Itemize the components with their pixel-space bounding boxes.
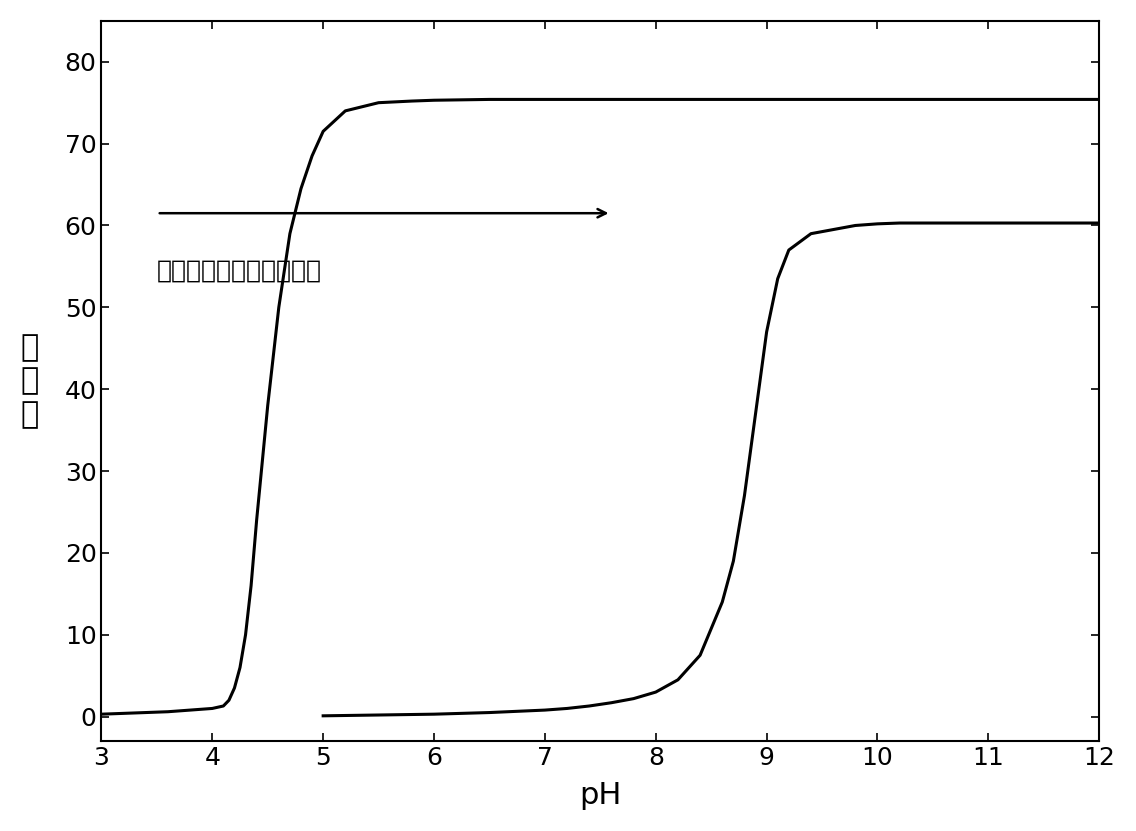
X-axis label: pH: pH: [579, 781, 621, 810]
Text: 离子单体与模板比例增加: 离子单体与模板比例增加: [157, 258, 321, 283]
Y-axis label: 溶
胀
比: 溶 胀 比: [20, 333, 39, 429]
